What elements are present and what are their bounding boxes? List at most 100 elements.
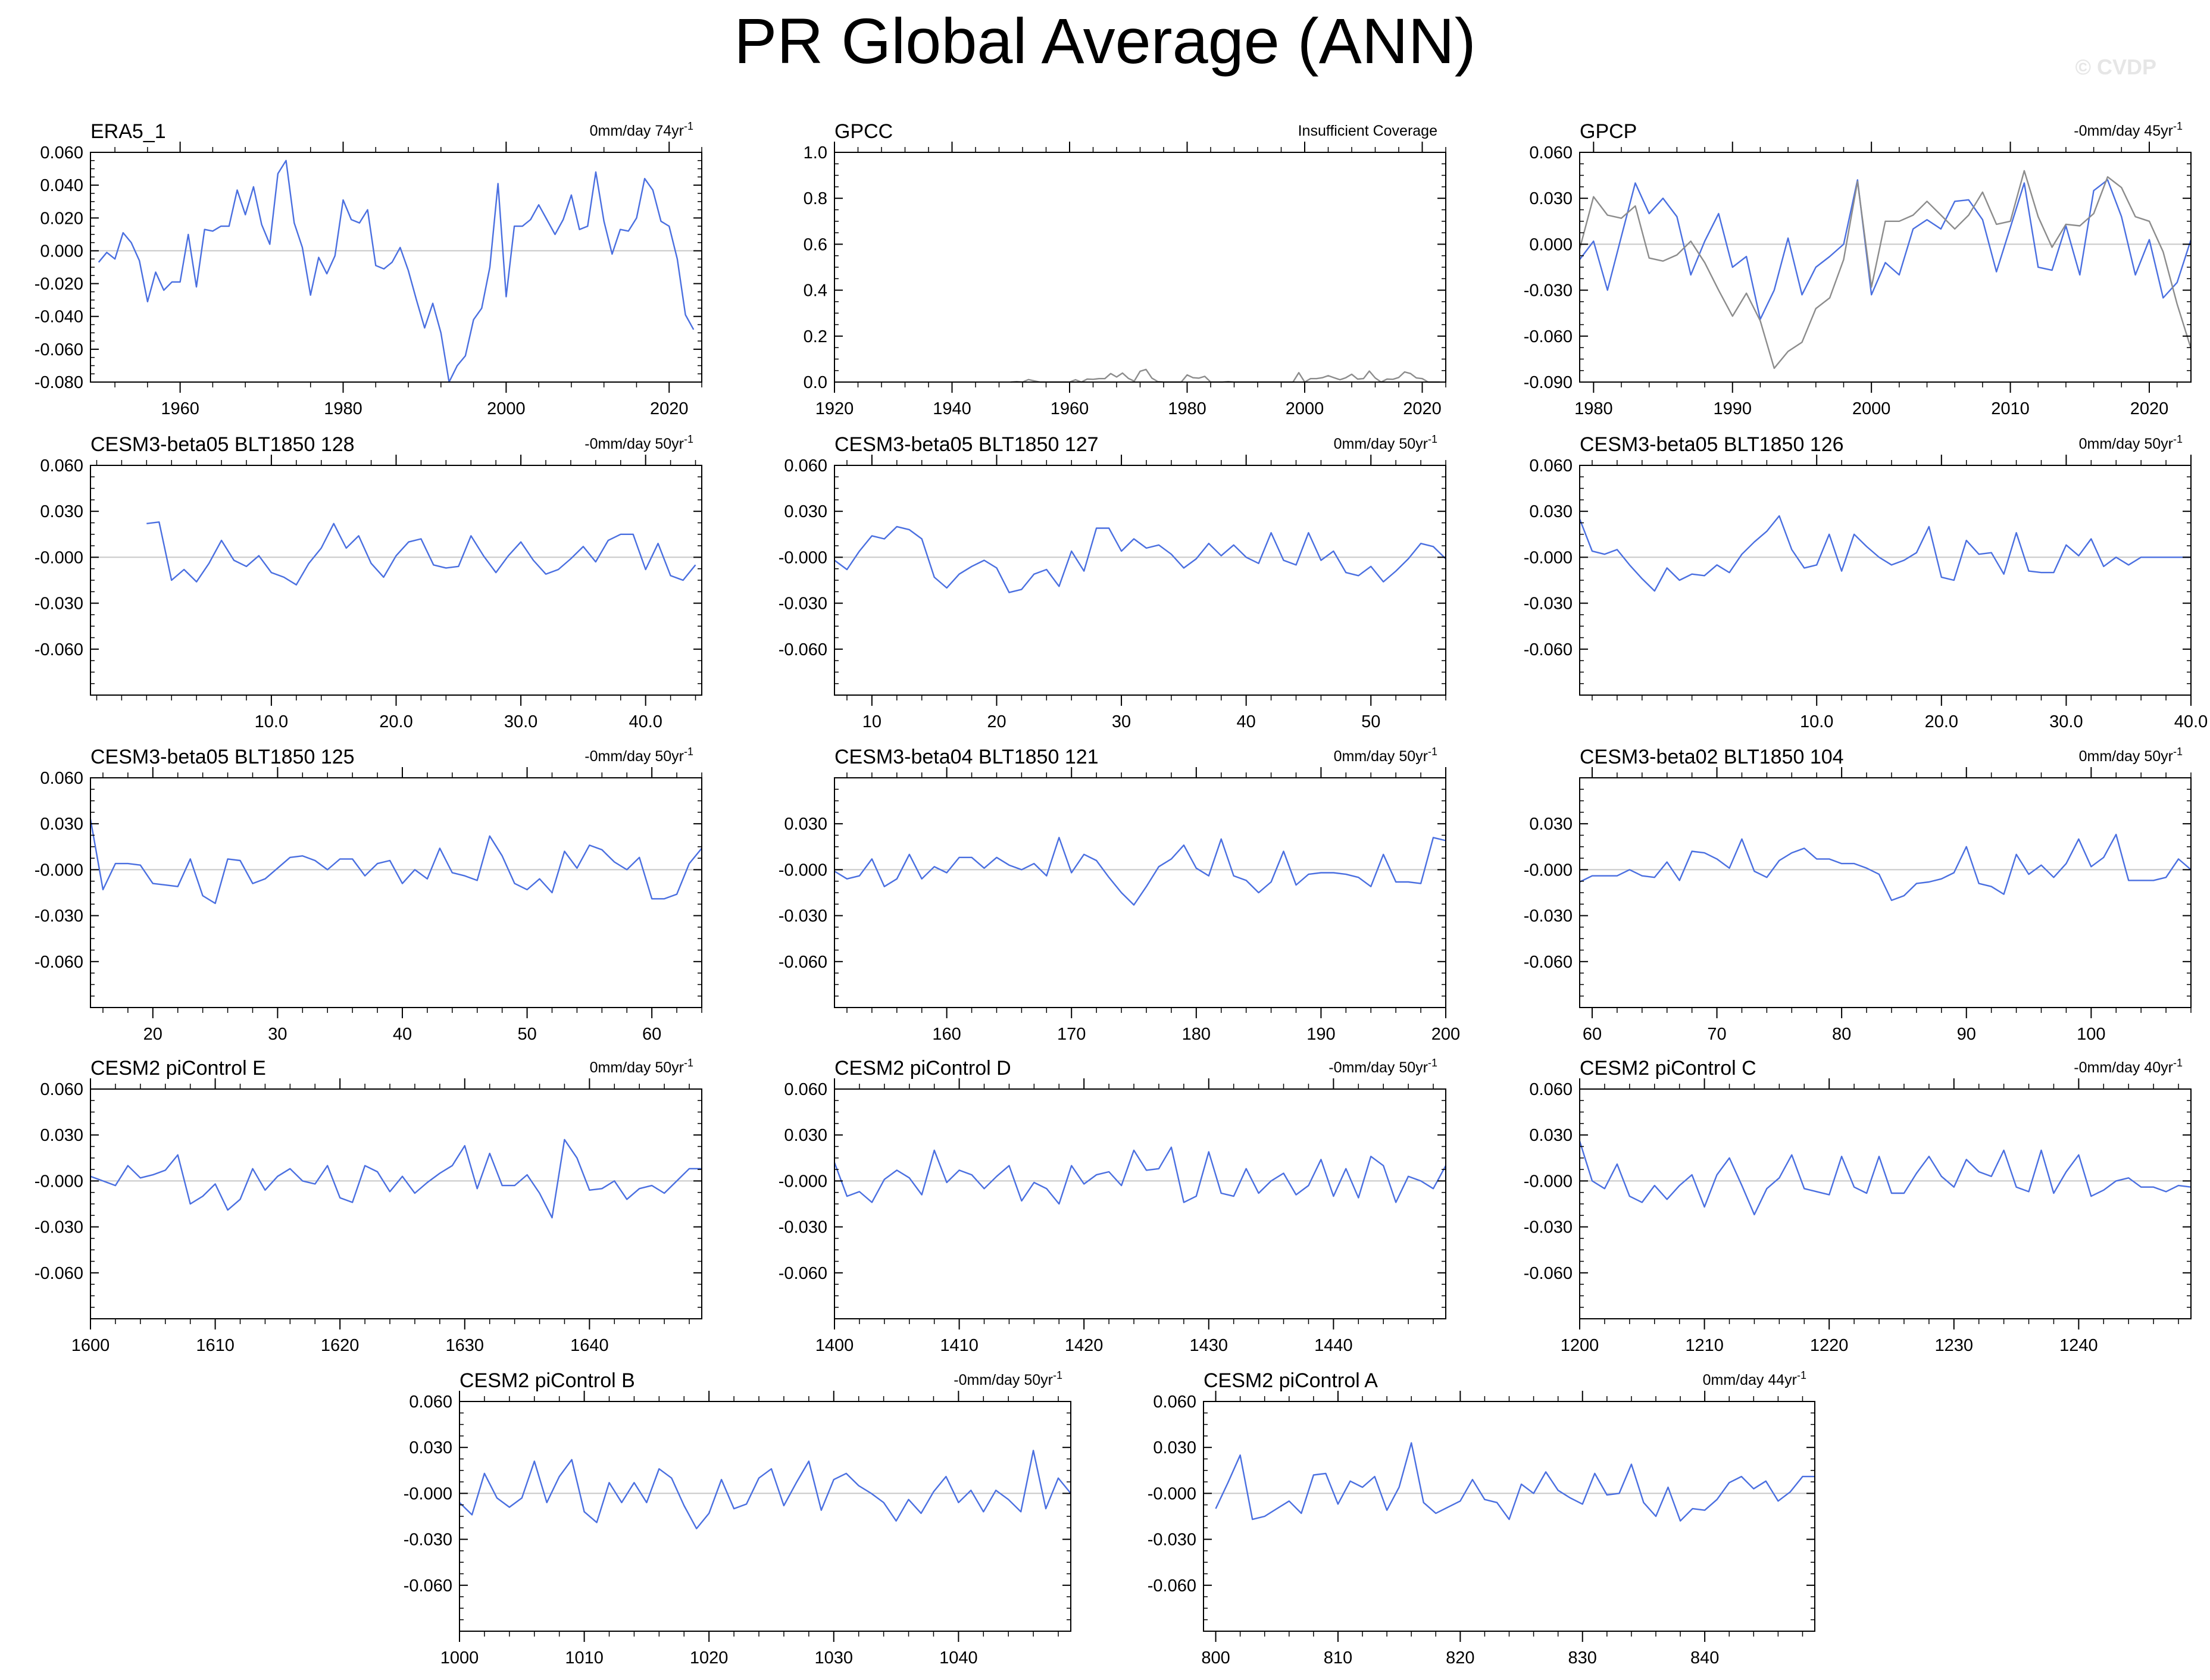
x-tick-label: 1230: [1935, 1336, 1974, 1355]
y-tick-label: 1.0: [804, 143, 827, 162]
trend-label: -0mm/day 50yr-1: [584, 433, 693, 452]
panel-cesm2-b: CESM2 piControl B -0mm/day 50yr-1 -0.060 -0…: [404, 1369, 1071, 1668]
y-tick-label: -0.080: [35, 373, 83, 392]
series-line-primary: [90, 1138, 702, 1219]
series-line-primary: [1578, 1141, 2192, 1216]
y-tick-label: -0.060: [35, 1264, 83, 1283]
x-tick-label: 180: [1182, 1025, 1211, 1044]
x-tick-label: 1960: [161, 399, 199, 418]
y-tick-label: 0.040: [40, 176, 83, 195]
y-tick-label: 0.030: [784, 1126, 827, 1145]
trend-label: -0mm/day 40yr-1: [2074, 1057, 2183, 1076]
y-tick-label: -0.060: [1524, 953, 1573, 972]
x-tick-label: 20: [143, 1025, 162, 1044]
y-tick-label: -0.030: [35, 907, 83, 926]
y-tick-label: 0.000: [40, 242, 83, 261]
y-tick-label: 0.060: [1529, 456, 1573, 475]
y-tick-label: 0.030: [40, 815, 83, 834]
panel-cesm2-a: CESM2 piControl A 0mm/day 44yr-1 -0.060 -0.…: [1148, 1369, 1815, 1668]
x-tick-label: 1980: [1168, 399, 1206, 418]
y-tick-label: -0.060: [404, 1576, 452, 1595]
series-line-primary: [89, 819, 702, 905]
x-tick-label: 20: [987, 712, 1006, 731]
y-tick-label: 0.060: [1529, 143, 1573, 162]
y-tick-label: -0.030: [1148, 1531, 1196, 1550]
y-tick-label: 0.030: [784, 815, 827, 834]
x-tick-label: 1000: [440, 1648, 479, 1668]
y-tick-label: 0.8: [804, 189, 827, 208]
x-tick-label: 40: [393, 1025, 412, 1044]
y-tick-label: 0.030: [40, 502, 83, 521]
y-tick-label: -0.060: [1148, 1576, 1196, 1595]
y-tick-label: -0.060: [779, 953, 827, 972]
x-tick-label: 1010: [565, 1648, 604, 1668]
y-tick-label: -0.040: [35, 308, 83, 327]
x-tick-label: 60: [1583, 1025, 1602, 1044]
panel-gpcc: GPCC Insufficient Coverage 0.0 0.2 0.4 0.6 0.8…: [804, 120, 1446, 418]
panel-cesm3-125: CESM3-beta05 BLT1850 125 -0mm/day 50yr-1 -…: [35, 746, 702, 1044]
panel-title: CESM3-beta05 BLT1850 126: [1580, 433, 1844, 456]
panel-cesm2-c: CESM2 piControl C -0mm/day 40yr-1 -0.060 -0…: [1524, 1057, 2192, 1355]
series-line-primary: [833, 1146, 1447, 1205]
y-tick-label: 0.060: [40, 769, 83, 788]
y-tick-label: -0.090: [1524, 373, 1573, 392]
x-tick-label: 1430: [1190, 1336, 1229, 1355]
y-tick-label: -0.000: [404, 1484, 452, 1503]
x-tick-label: 30: [268, 1025, 287, 1044]
x-tick-label: 50: [1361, 712, 1380, 731]
x-tick-label: 800: [1201, 1648, 1230, 1668]
x-tick-label: 2000: [487, 399, 526, 418]
x-tick-label: 1410: [940, 1336, 979, 1355]
plot-frame: [1579, 1088, 2192, 1319]
x-tick-label: 190: [1306, 1025, 1335, 1044]
y-tick-label: -0.060: [779, 1264, 827, 1283]
plot-frame: [1579, 465, 2192, 696]
y-tick-label: -0.060: [779, 640, 827, 659]
panel-title: CESM3-beta04 BLT1850 121: [834, 746, 1099, 768]
y-tick-label: -0.060: [35, 340, 83, 359]
y-tick-label: -0.060: [1524, 1264, 1573, 1283]
series-line-primary: [1579, 833, 2192, 902]
y-tick-label: 0.030: [1153, 1438, 1196, 1457]
x-tick-label: 60: [642, 1025, 661, 1044]
trend-label: -0mm/day 50yr-1: [954, 1369, 1062, 1388]
x-tick-label: 1400: [815, 1336, 854, 1355]
x-tick-label: 2020: [1403, 399, 1442, 418]
trend-label: -0mm/day 45yr-1: [2074, 120, 2183, 139]
x-tick-label: 1940: [933, 399, 971, 418]
plot-frame: [90, 1088, 702, 1319]
x-tick-label: 50: [517, 1025, 536, 1044]
y-tick-label: 0.060: [784, 1080, 827, 1099]
panel-title: CESM2 piControl B: [459, 1369, 635, 1392]
y-tick-label: -0.000: [1524, 548, 1573, 567]
x-tick-label: 1240: [2059, 1336, 2098, 1355]
y-tick-label: -0.030: [779, 1218, 827, 1237]
x-tick-label: 810: [1324, 1648, 1352, 1668]
x-tick-label: 1920: [815, 399, 854, 418]
x-tick-label: 170: [1057, 1025, 1086, 1044]
y-tick-label: -0.060: [35, 640, 83, 659]
y-tick-label: -0.020: [35, 275, 83, 294]
panel-title: ERA5_1: [90, 120, 166, 143]
series-line-primary: [1011, 368, 1440, 383]
series-line-primary: [834, 525, 1446, 593]
x-tick-label: 1440: [1314, 1336, 1353, 1355]
trend-label: 0mm/day 50yr-1: [1334, 433, 1437, 452]
x-tick-label: 1200: [1561, 1336, 1599, 1355]
y-tick-label: -0.030: [404, 1531, 452, 1550]
x-tick-label: 40: [1237, 712, 1256, 731]
x-tick-label: 1030: [815, 1648, 854, 1668]
y-tick-label: 0.000: [1529, 235, 1573, 254]
x-tick-label: 1960: [1051, 399, 1089, 418]
x-tick-label: 30.0: [504, 712, 537, 731]
y-tick-label: -0.060: [1524, 640, 1573, 659]
trend-label: 0mm/day 50yr-1: [2079, 746, 2183, 765]
page-title: PR Global Average (ANN): [734, 5, 1476, 77]
x-tick-label: 20.0: [379, 712, 412, 731]
x-tick-label: 1640: [570, 1336, 609, 1355]
panel-title: CESM2 piControl A: [1204, 1369, 1378, 1392]
y-tick-label: -0.030: [1524, 595, 1573, 614]
trend-label: -0mm/day 50yr-1: [1328, 1057, 1437, 1076]
y-tick-label: 0.060: [409, 1393, 452, 1412]
x-tick-label: 1990: [1713, 399, 1752, 418]
